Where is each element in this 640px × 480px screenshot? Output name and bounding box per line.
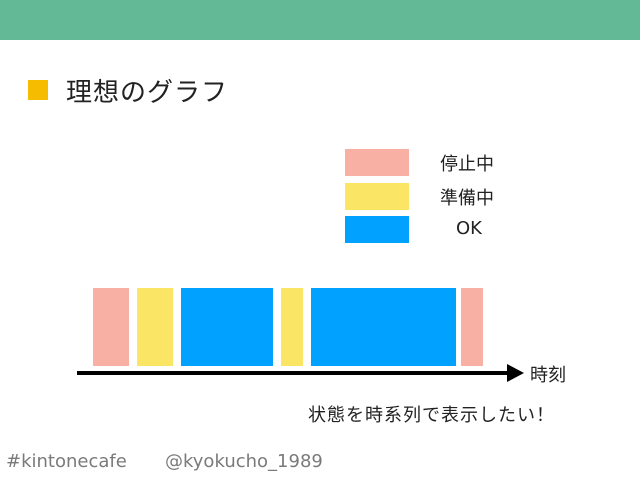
legend-label-preparing: 準備中	[440, 188, 494, 209]
timeline-segment-2	[137, 288, 173, 366]
time-axis-label: 時刻	[530, 365, 566, 386]
timeline-segment-3	[181, 288, 273, 366]
footer-hashtag: #kintonecafe	[6, 451, 127, 472]
timeline-segment-1	[93, 288, 129, 366]
timeline-segment-4	[281, 288, 303, 366]
timeline-segment-6	[461, 288, 483, 366]
legend-swatch-ok	[345, 216, 409, 243]
legend-label-stopped: 停止中	[440, 154, 494, 175]
time-axis-arrow-icon	[507, 364, 524, 382]
legend-label-ok: OK	[456, 218, 482, 239]
slide-title-row: 理想のグラフ	[28, 72, 228, 108]
legend-swatch-stopped	[345, 149, 409, 176]
footer-handle: @kyokucho_1989	[165, 451, 323, 472]
header-bar	[0, 0, 640, 40]
time-axis-line	[77, 371, 510, 375]
slide-caption: 状態を時系列で表示したい！	[308, 405, 555, 426]
title-bullet-icon	[28, 80, 48, 100]
slide-title: 理想のグラフ	[66, 77, 229, 108]
legend-swatch-preparing	[345, 183, 409, 210]
timeline-segment-5	[311, 288, 456, 366]
